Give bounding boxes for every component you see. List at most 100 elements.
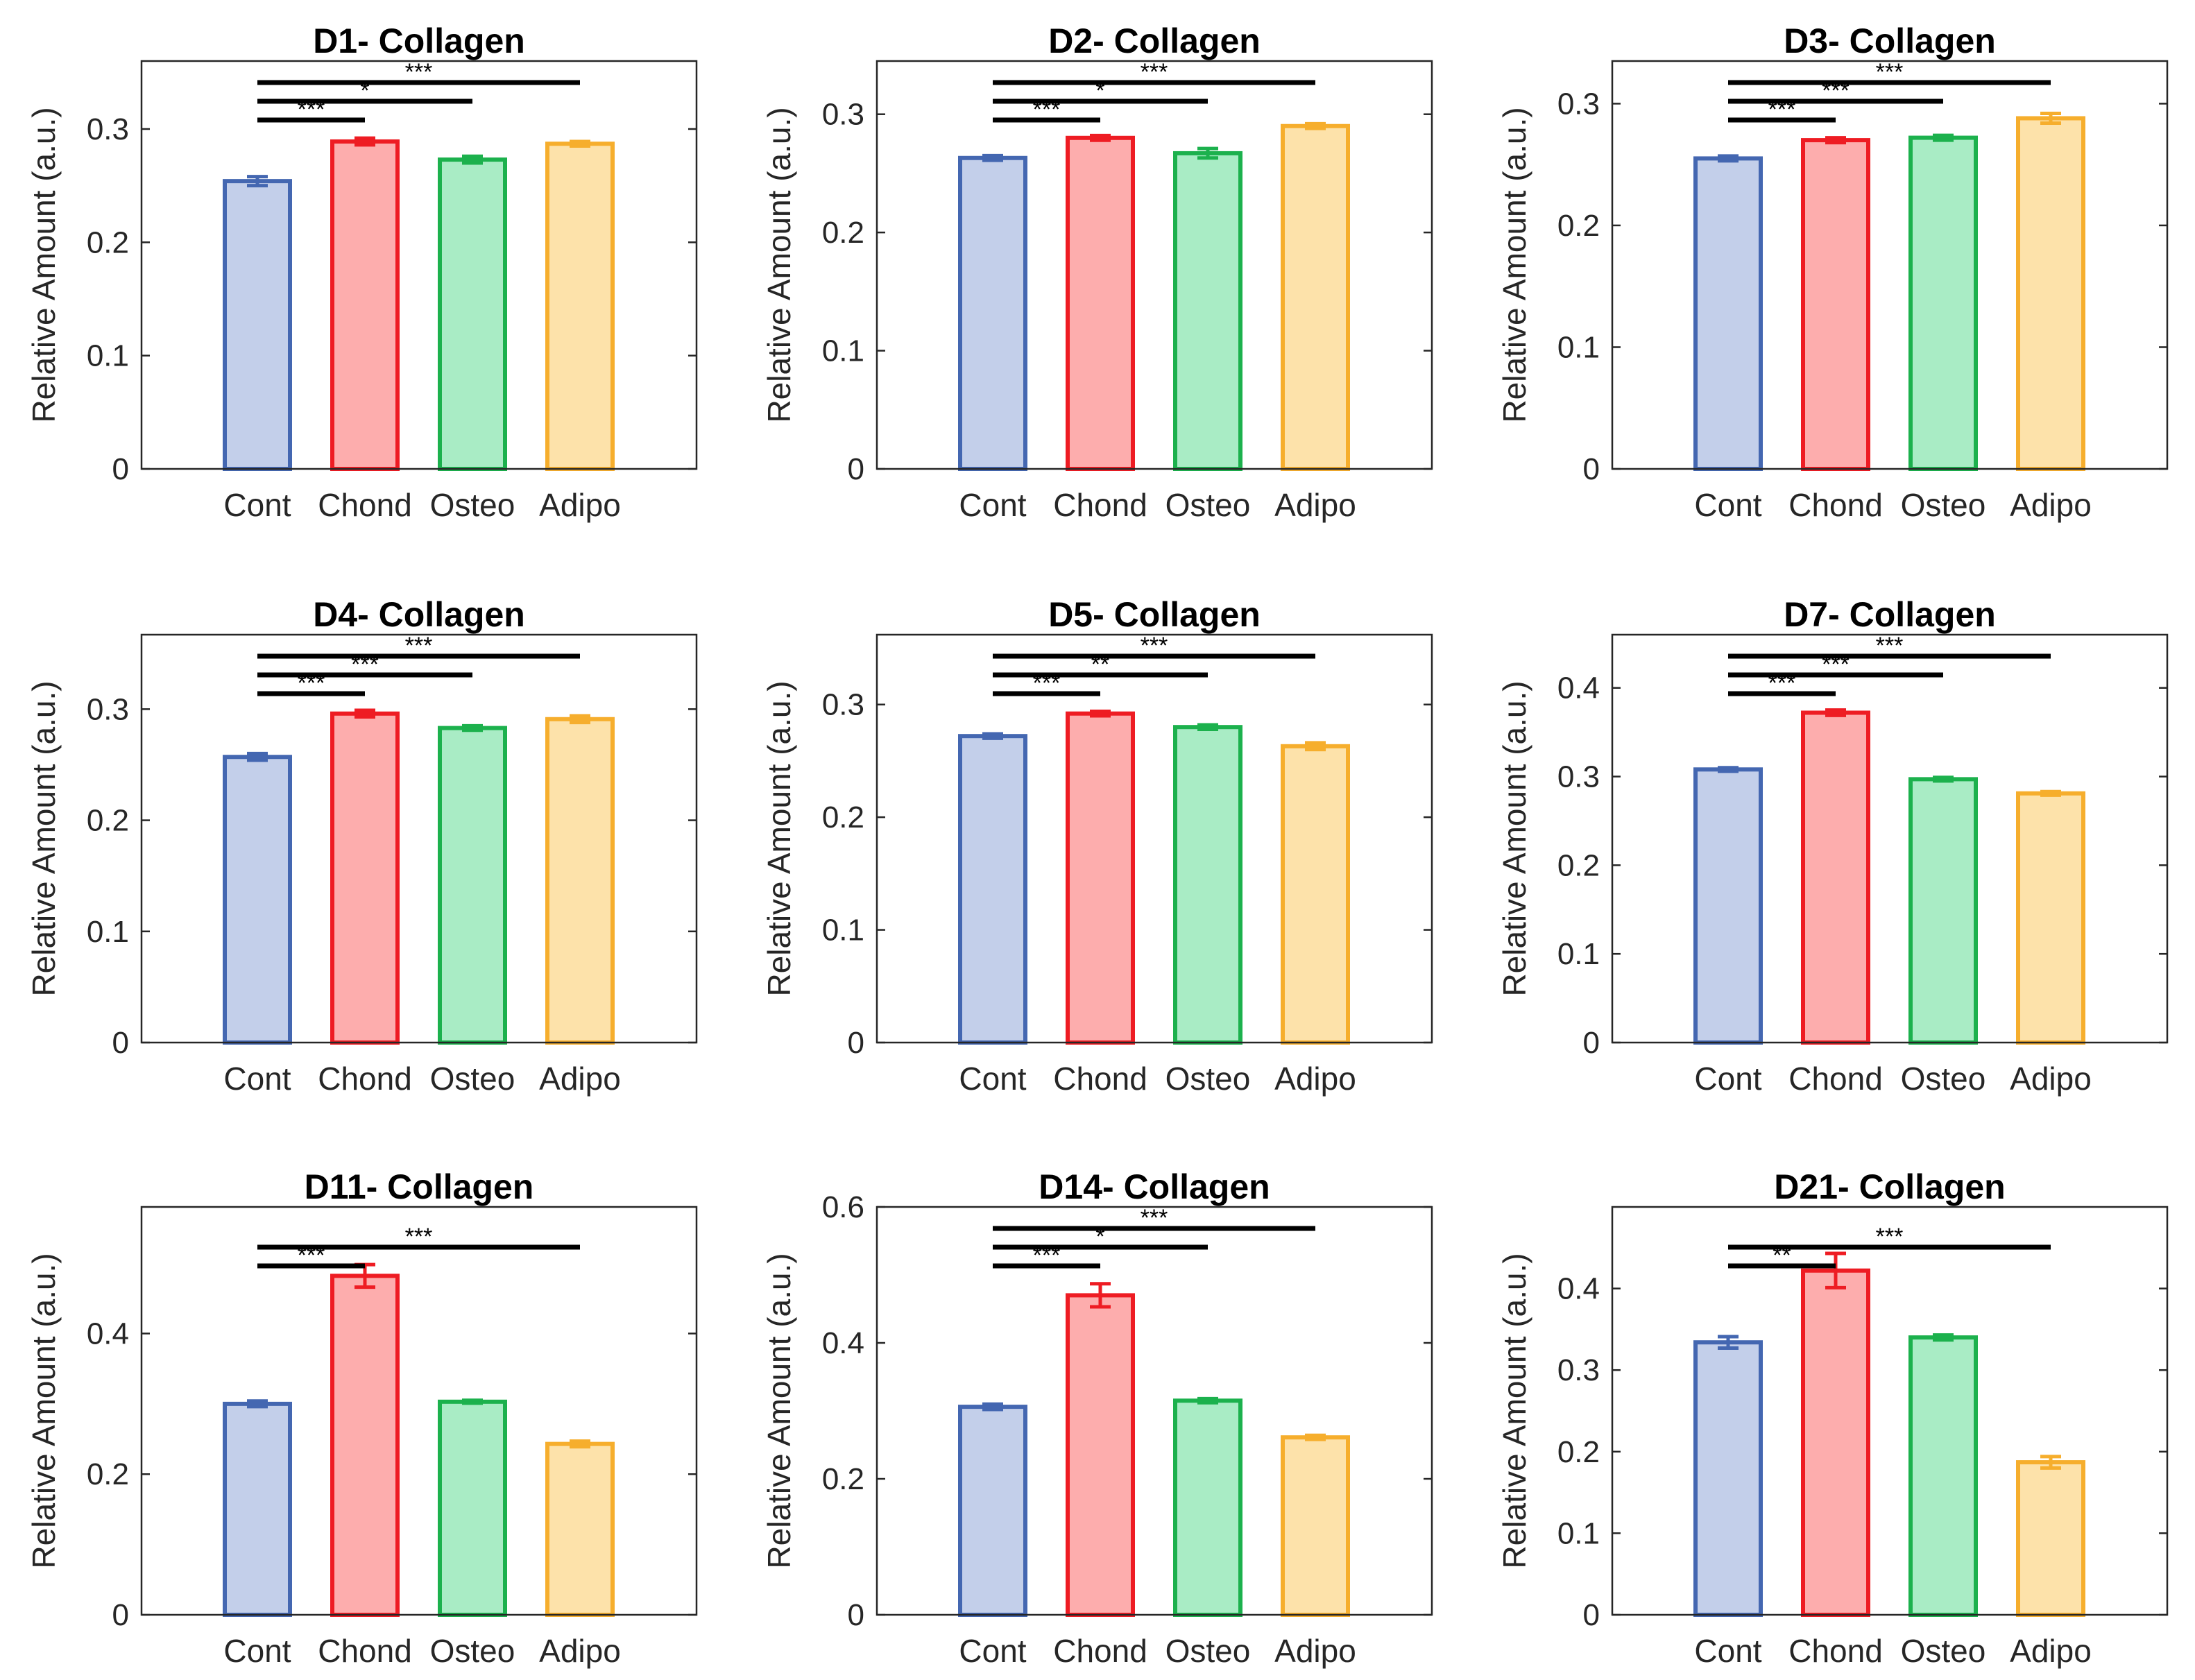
chart-panel-1: D1- Collagen Relative Amount (a.u.) 0 0.1 0.…	[26, 22, 698, 523]
y-axis-label: Relative Amount (a.u.)	[1496, 680, 1532, 996]
bar-cont	[223, 755, 292, 1045]
bar-adipo	[545, 142, 615, 471]
x-tick-label: Cont	[959, 1633, 1026, 1669]
y-tick-label: 0.3	[1557, 1353, 1600, 1387]
y-tick-label: 0.1	[822, 334, 864, 368]
y-tick-label: 0.3	[87, 112, 129, 146]
y-tick-label: 0.4	[1557, 671, 1600, 705]
chart-title: D3- Collagen	[1784, 22, 1996, 60]
y-tick-label: 0.4	[1557, 1272, 1600, 1306]
y-tick-label: 0.2	[822, 800, 864, 834]
bar-cont	[958, 1405, 1027, 1617]
bar-osteo	[1908, 1335, 1978, 1618]
y-axis-label: Relative Amount (a.u.)	[761, 107, 797, 422]
y-tick-label: 0	[112, 1026, 129, 1060]
bar-cont	[1693, 1340, 1763, 1617]
y-axis-label: Relative Amount (a.u.)	[761, 1253, 797, 1568]
bar-chond	[1066, 135, 1135, 471]
chart-panel-3: D3- Collagen Relative Amount (a.u.) 0 0.1 0.…	[1496, 22, 2169, 523]
y-tick-label: 0.3	[822, 688, 864, 722]
chart-title: D21- Collagen	[1774, 1167, 2005, 1206]
axes-frame	[140, 633, 698, 1044]
y-axis-label: Relative Amount (a.u.)	[26, 1253, 62, 1568]
significance-label: ***	[1141, 633, 1168, 659]
bar-osteo	[1908, 777, 1978, 1045]
y-tick-label: 0	[112, 452, 129, 486]
bar-adipo	[2016, 791, 2085, 1045]
chart-title: D14- Collagen	[1039, 1167, 1270, 1206]
significance-label: ***	[1876, 633, 1904, 659]
y-tick-label: 0	[848, 1598, 864, 1632]
bar-osteo	[1908, 135, 1978, 471]
bar-adipo	[1281, 1435, 1350, 1617]
significance-label: ***	[1141, 59, 1168, 85]
x-tick-label: Osteo	[1165, 1061, 1251, 1097]
bar-cont	[223, 1401, 292, 1617]
y-tick-label: 0.4	[822, 1326, 864, 1360]
y-tick-label: 0	[1583, 452, 1600, 486]
x-tick-label: Adipo	[539, 487, 621, 523]
significance-label: ***	[405, 1224, 433, 1250]
x-tick-label: Adipo	[1274, 1061, 1356, 1097]
x-tick-label: Osteo	[1165, 1633, 1251, 1669]
y-tick-label: 0.6	[822, 1190, 864, 1224]
x-tick-label: Cont	[223, 487, 291, 523]
x-tick-label: Osteo	[430, 1633, 515, 1669]
chart-title: D5- Collagen	[1048, 595, 1261, 634]
bar-chond	[1801, 138, 1870, 472]
x-tick-label: Adipo	[539, 1633, 621, 1669]
y-tick-label: 0.2	[822, 1462, 864, 1496]
bar-adipo	[2016, 1460, 2085, 1617]
x-tick-label: Chond	[1053, 1061, 1147, 1097]
y-tick-label: 0.4	[87, 1317, 129, 1351]
bar-osteo	[1173, 151, 1242, 472]
x-tick-label: Adipo	[1274, 487, 1356, 523]
y-tick-label: 0.2	[87, 225, 129, 259]
chart-panel-7: D11- Collagen Relative Amount (a.u.) 0 0.2 0…	[26, 1167, 698, 1669]
bar-osteo	[1173, 725, 1242, 1045]
chart-panel-2: D2- Collagen Relative Amount (a.u.) 0 0.1 0.…	[761, 22, 1433, 523]
y-tick-label: 0.1	[1557, 1516, 1600, 1550]
x-tick-label: Chond	[1788, 487, 1883, 523]
bar-chond	[330, 139, 400, 471]
x-tick-label: Chond	[318, 1633, 412, 1669]
x-tick-label: Adipo	[2010, 1633, 2092, 1669]
axes-frame	[140, 1206, 698, 1616]
axes-frame	[1611, 1206, 2169, 1616]
bar-cont	[958, 155, 1027, 471]
y-axis-label: Relative Amount (a.u.)	[1496, 1253, 1532, 1568]
y-tick-label: 0	[848, 452, 864, 486]
x-tick-label: Chond	[1788, 1633, 1883, 1669]
x-tick-label: Chond	[1053, 487, 1147, 523]
y-axis-label: Relative Amount (a.u.)	[1496, 107, 1532, 422]
bar-adipo	[1281, 123, 1350, 471]
y-tick-label: 0.2	[87, 1457, 129, 1491]
y-tick-label: 0	[112, 1598, 129, 1632]
bar-cont	[1693, 156, 1763, 471]
chart-panel-5: D5- Collagen Relative Amount (a.u.) 0 0.1 0.…	[761, 595, 1433, 1097]
bar-chond	[1801, 710, 1870, 1045]
chart-title: D1- Collagen	[313, 22, 525, 60]
bar-chond	[330, 1274, 400, 1617]
bar-chond	[330, 711, 400, 1045]
x-tick-label: Chond	[1788, 1061, 1883, 1097]
x-tick-label: Osteo	[430, 487, 515, 523]
x-tick-label: Chond	[318, 487, 412, 523]
y-tick-label: 0.2	[1557, 848, 1600, 882]
x-tick-label: Cont	[1694, 487, 1761, 523]
chart-title: D7- Collagen	[1784, 595, 1996, 634]
bar-chond	[1066, 1293, 1135, 1618]
y-tick-label: 0.1	[1557, 330, 1600, 364]
significance-label: ***	[405, 633, 433, 659]
axes-frame	[876, 60, 1433, 470]
chart-title: D2- Collagen	[1048, 22, 1261, 60]
chart-panel-9: D21- Collagen Relative Amount (a.u.) 0 0.1 0…	[1496, 1167, 2169, 1669]
axes-frame	[876, 633, 1433, 1044]
y-tick-label: 0.1	[87, 915, 129, 949]
chart-panel-6: D7- Collagen Relative Amount (a.u.) 0 0.1 0.…	[1496, 595, 2169, 1097]
chart-panel-8: D14- Collagen Relative Amount (a.u.) 0 0.2 0…	[761, 1167, 1433, 1669]
x-tick-label: Chond	[1053, 1633, 1147, 1669]
y-tick-label: 0.3	[1557, 87, 1600, 121]
